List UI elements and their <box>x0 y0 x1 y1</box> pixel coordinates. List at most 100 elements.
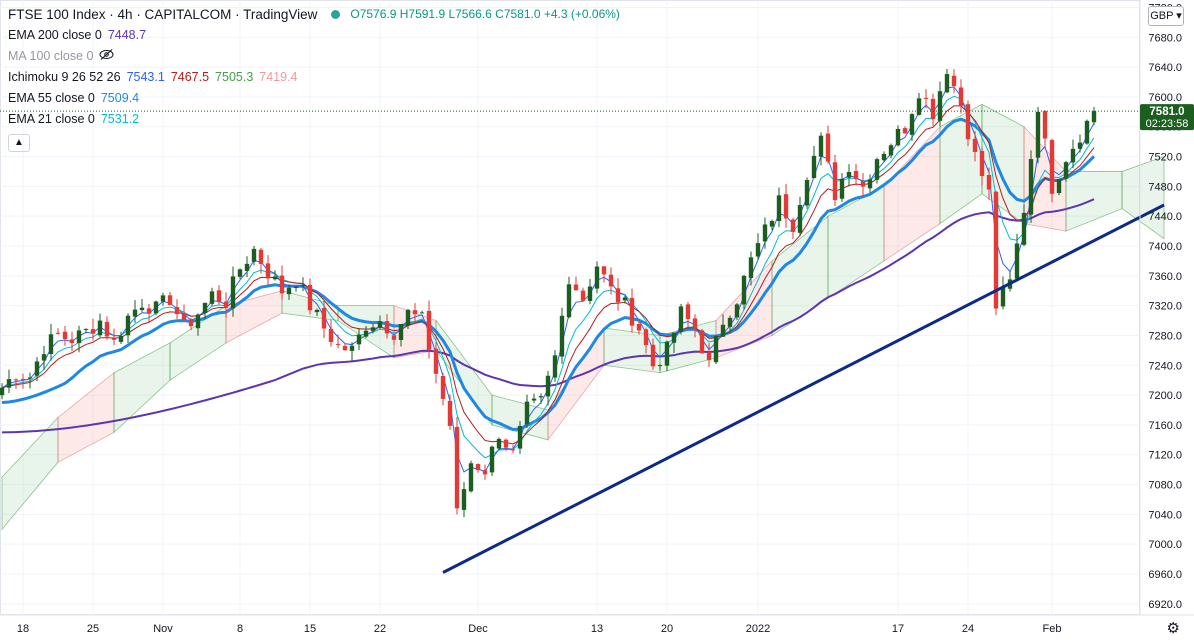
candle <box>503 438 509 452</box>
candle <box>594 261 600 294</box>
gear-icon[interactable]: ⚙ <box>1166 620 1180 637</box>
candle-body <box>202 302 208 313</box>
time-tick-label: 24 <box>962 623 974 635</box>
symbol-title[interactable]: FTSE 100 Index · 4h · CAPITALCOM · Tradi… <box>8 7 318 22</box>
candle-body <box>804 180 810 206</box>
candle-body <box>664 341 670 366</box>
candle <box>552 350 558 382</box>
price-tick-label: 7280.0 <box>1148 330 1182 342</box>
time-tick-label: Nov <box>153 623 173 635</box>
candle <box>818 132 824 166</box>
candle-body <box>636 323 642 331</box>
candle-body <box>545 375 551 397</box>
time-tick-label: 22 <box>374 623 386 635</box>
candle-body <box>335 343 341 345</box>
candle <box>1063 160 1069 182</box>
candle-body <box>587 286 593 301</box>
candle-body <box>916 98 922 115</box>
candle-body <box>300 284 306 286</box>
candle-body <box>510 449 516 451</box>
candles <box>0 69 1097 518</box>
indicator-row[interactable]: EMA 21 close 0 7531.2 <box>8 109 620 130</box>
candle <box>713 335 719 365</box>
candle <box>489 445 495 477</box>
indicator-row[interactable]: MA 100 close 0 <box>8 46 620 67</box>
indicator-row[interactable]: EMA 200 close 0 7448.7 <box>8 25 620 46</box>
time-tick-label: 17 <box>892 623 904 635</box>
indicator-label: EMA 21 close 0 <box>8 112 95 126</box>
candle-body <box>601 266 607 275</box>
candle <box>650 338 656 370</box>
candle-body <box>965 104 971 140</box>
market-status-icon <box>331 10 341 19</box>
time-axis[interactable]: 18 25 Nov 8 15 22 Dec 13 20 2022 17 24 Feb <box>0 614 1194 635</box>
candle <box>1028 150 1034 224</box>
candle <box>510 445 516 454</box>
candle <box>48 323 54 361</box>
indicator-row[interactable]: EMA 55 close 0 7509.4 <box>8 88 620 109</box>
candle-body <box>237 269 243 277</box>
candle <box>216 285 222 305</box>
candle <box>1021 204 1027 247</box>
trendline[interactable] <box>442 203 1165 574</box>
symbol-row[interactable]: FTSE 100 Index · 4h · CAPITALCOM · Tradi… <box>8 4 620 25</box>
candle <box>678 303 684 335</box>
candle <box>692 314 698 338</box>
candle-body <box>1028 159 1034 215</box>
candle <box>496 437 502 451</box>
candle <box>265 255 271 286</box>
candle <box>559 307 565 364</box>
candle-body <box>160 295 166 302</box>
candle-body <box>692 318 698 329</box>
price-tick-label: 7400.0 <box>1148 241 1182 253</box>
candle-body <box>937 91 943 121</box>
candle <box>811 145 817 179</box>
candle-body <box>1049 140 1055 194</box>
candle-body <box>776 195 782 221</box>
candle-body <box>34 361 40 376</box>
candle <box>461 482 467 518</box>
bar-countdown: 02:23:58 <box>1146 118 1189 130</box>
candle-body <box>608 274 614 287</box>
candle <box>762 217 768 249</box>
candle <box>111 328 117 346</box>
candle <box>804 177 810 209</box>
candle <box>951 69 957 93</box>
price-tick-label: 7040.0 <box>1148 509 1182 521</box>
candle-body <box>643 329 649 346</box>
currency-button[interactable]: GBP ▾ <box>1148 6 1184 26</box>
candle <box>790 217 796 239</box>
indicator-row[interactable]: Ichimoku 9 26 52 26 7543.1 7467.5 7505.3 741… <box>8 67 620 88</box>
candle <box>517 421 523 454</box>
price-tick-label: 6920.0 <box>1148 599 1182 611</box>
candle-body <box>13 379 19 381</box>
price-tick-label: 7200.0 <box>1148 390 1182 402</box>
candle <box>699 328 705 354</box>
eye-hidden-icon[interactable] <box>99 46 114 67</box>
candle-body <box>1056 179 1062 194</box>
candle <box>174 299 180 319</box>
candle <box>244 256 250 278</box>
chevron-up-icon[interactable]: ▲ <box>8 134 30 152</box>
candle <box>580 287 586 301</box>
candle-body <box>139 307 145 311</box>
candle-body <box>384 321 390 334</box>
price-axis[interactable]: 6920.0 6960.0 7000.0 7040.0 7080.0 7120.0 7160… <box>1139 0 1182 615</box>
candle-body <box>790 219 796 232</box>
candle-body <box>496 438 502 449</box>
candle <box>636 319 642 335</box>
candle <box>874 157 880 184</box>
candle-body <box>286 287 292 295</box>
candle <box>1035 107 1041 164</box>
candle-body <box>104 321 110 337</box>
candle <box>1077 134 1083 153</box>
candle <box>482 464 488 480</box>
candle-body <box>629 297 635 326</box>
price-tick-label: 7120.0 <box>1148 450 1182 462</box>
candle-body <box>1070 148 1076 163</box>
candle-body <box>293 287 299 289</box>
candle <box>307 278 313 315</box>
candle <box>342 343 348 351</box>
time-tick-label: 25 <box>87 623 99 635</box>
